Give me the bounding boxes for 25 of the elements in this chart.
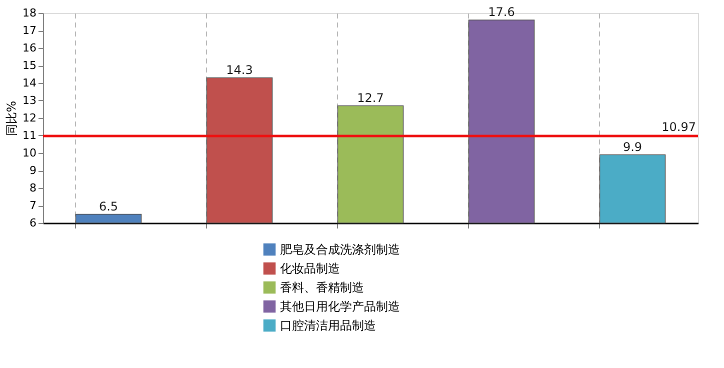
y-tick-label: 17	[22, 24, 36, 37]
y-tick-label: 16	[22, 42, 36, 54]
data-label: 12.7	[357, 90, 384, 105]
y-tick-label: 10	[22, 146, 36, 160]
legend-label: 化妆品制造	[280, 262, 340, 276]
legend-label: 口腔清洁用品制造	[280, 318, 376, 332]
y-tick-label: 7	[30, 199, 36, 212]
data-label: 17.6	[488, 5, 515, 19]
data-label: 14.3	[226, 62, 253, 77]
y-tick-label: 6	[30, 216, 36, 230]
y-tick-label: 9	[30, 164, 36, 177]
legend-label: 香料、香精制造	[280, 280, 364, 294]
ref-line-label: 10.97	[662, 120, 696, 134]
legend-label: 其他日用化学产品制造	[280, 300, 400, 314]
y-tick-label: 15	[22, 59, 36, 72]
y-tick-label: 8	[30, 182, 36, 194]
data-label: 6.5	[98, 199, 118, 214]
legend-label: 肥皂及合成洗涤剂制造	[280, 242, 400, 256]
y-tick-label: 18	[22, 6, 36, 20]
y-axis-title: 同比%	[4, 100, 19, 136]
y-tick-label: 12	[22, 112, 36, 124]
y-tick-label: 11	[22, 129, 36, 142]
y-tick-label: 13	[22, 94, 36, 107]
data-label: 9.9	[622, 140, 642, 154]
y-tick-label: 14	[22, 76, 36, 90]
